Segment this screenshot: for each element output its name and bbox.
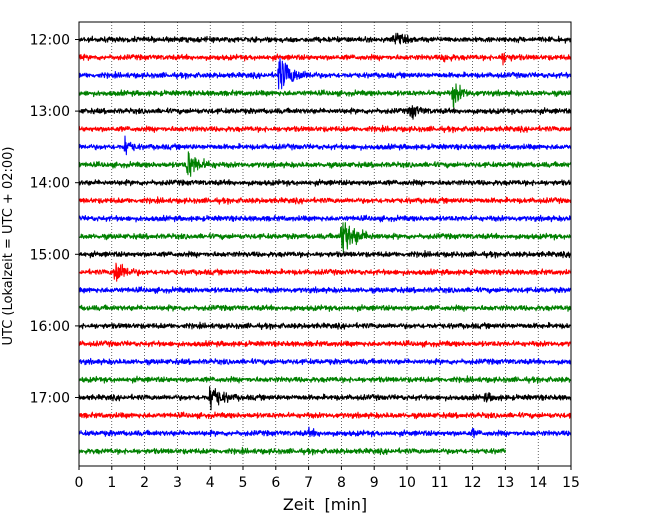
x-tick-label: 7 (304, 475, 313, 491)
x-tick-label: 10 (398, 475, 416, 491)
trace-row-20 (78, 386, 572, 411)
trace-row-14 (78, 286, 572, 295)
x-tick-label: 13 (496, 475, 514, 491)
y-tick-label: 15:00 (30, 247, 70, 263)
x-tick-label: 9 (370, 475, 379, 491)
trace-row-23 (78, 446, 506, 456)
x-tick-label: 12 (464, 475, 482, 491)
trace-row-18 (78, 357, 572, 366)
trace-row-8 (78, 178, 572, 187)
trace-row-22 (78, 426, 572, 439)
y-tick-label: 17:00 (30, 391, 70, 407)
x-tick-label: 6 (271, 475, 280, 491)
trace-row-15 (78, 304, 572, 313)
x-axis-label: Zeit [min] (283, 495, 367, 514)
x-tick-label: 1 (107, 475, 116, 491)
trace-row-5 (78, 124, 572, 134)
x-tick-label: 2 (140, 475, 149, 491)
x-tick-label: 8 (337, 475, 346, 491)
trace-row-19 (78, 375, 572, 384)
trace-row-1 (78, 52, 572, 66)
x-axis-ticks: 0 1 2 3 4 5 6 7 8 9 10 11 12 13 14 15 (75, 466, 580, 491)
trace-row-9 (78, 196, 572, 205)
y-axis-label: UTC (Lokalzeit = UTC + 02:00) (1, 147, 16, 346)
x-tick-label: 5 (239, 475, 248, 491)
trace-row-3 (78, 83, 572, 108)
x-tick-label: 4 (206, 475, 215, 491)
trace-row-17 (78, 339, 572, 348)
seismic-traces (78, 32, 572, 456)
trace-row-13 (78, 262, 572, 282)
y-axis-ticks: 12:00 13:00 14:00 15:00 16:00 17:00 (30, 33, 79, 407)
trace-row-16 (78, 321, 572, 331)
x-tick-label: 11 (431, 475, 449, 491)
trace-row-12 (78, 250, 572, 259)
trace-row-2 (78, 57, 572, 90)
x-tick-label: 3 (173, 475, 182, 491)
y-tick-label: 16:00 (30, 319, 70, 335)
x-tick-label: 14 (529, 475, 547, 491)
y-tick-label: 12:00 (30, 33, 70, 49)
x-tick-label: 0 (75, 475, 84, 491)
plot-frame (78, 21, 572, 467)
trace-row-7 (78, 151, 572, 177)
trace-row-10 (78, 214, 572, 223)
y-tick-label: 14:00 (30, 176, 70, 192)
trace-row-4 (78, 105, 572, 120)
y-tick-label: 13:00 (30, 104, 70, 120)
x-tick-label: 15 (562, 475, 580, 491)
trace-row-11 (78, 222, 572, 253)
trace-row-0 (78, 32, 572, 45)
trace-row-6 (78, 135, 572, 156)
trace-row-21 (78, 411, 572, 420)
